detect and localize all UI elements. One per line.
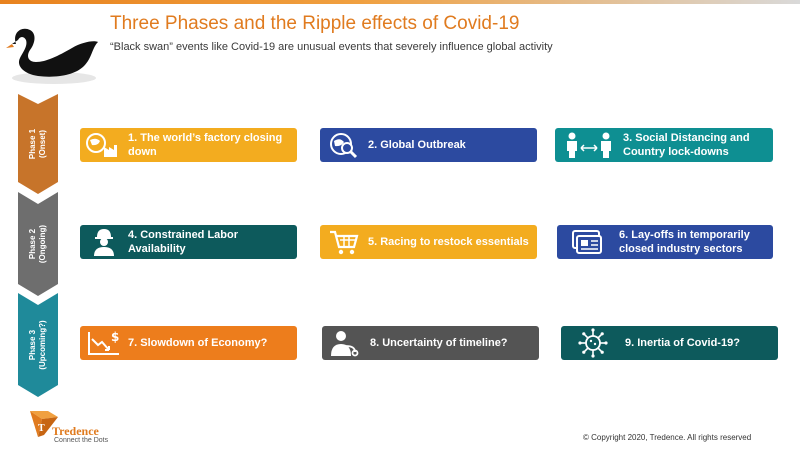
- tredence-logo-icon: T: [30, 411, 58, 437]
- declining-chart-icon: $: [80, 326, 128, 360]
- effect-card-8-label: 8. Uncertainty of timeline?: [370, 337, 508, 349]
- effect-card-1: 1. The world’s factory closing down: [80, 128, 297, 162]
- effect-card-2-label: 2. Global Outbreak: [368, 139, 466, 151]
- effect-card-3-label: 3. Social Distancing and Country lock-do…: [623, 132, 750, 158]
- phase-1-arrow: Phase 1 (Onset): [18, 94, 58, 194]
- worker-icon: [80, 225, 128, 259]
- copyright-text: © Copyright 2020, Tredence. All rights r…: [583, 433, 752, 442]
- virus-icon: [561, 326, 625, 360]
- phase-2-label: Phase 2 (Ongoing): [28, 224, 47, 264]
- page-subtitle: “Black swan” events like Covid-19 are un…: [110, 41, 553, 53]
- doctor-icon: [322, 326, 370, 360]
- top-accent-bar: [0, 0, 800, 4]
- effect-card-7-label: 7. Slowdown of Economy?: [128, 337, 268, 349]
- factory-globe-icon: [80, 128, 128, 162]
- phase-3-arrow: Phase 3 (Upcoming?): [18, 293, 58, 397]
- shopping-cart-icon: [320, 225, 368, 259]
- svg-text:T: T: [38, 423, 45, 434]
- social-distance-icon: [555, 128, 623, 162]
- effect-card-5: 5. Racing to restock essentials: [320, 225, 537, 259]
- effect-card-4: 4. Constrained Labor Availability: [80, 225, 297, 259]
- effect-card-2: 2. Global Outbreak: [320, 128, 537, 162]
- svg-text:$: $: [111, 330, 119, 344]
- phase-3-label: Phase 3 (Upcoming?): [28, 320, 47, 370]
- effect-card-6: 6. Lay-offs in temporarily closed indust…: [557, 225, 773, 259]
- globe-magnifier-icon: [320, 128, 368, 162]
- effect-card-5-label: 5. Racing to restock essentials: [368, 236, 529, 248]
- phase-2-arrow: Phase 2 (Ongoing): [18, 192, 58, 296]
- effect-card-6-label: 6. Lay-offs in temporarily closed indust…: [619, 229, 750, 255]
- effect-card-9: 9. Inertia of Covid-19?: [561, 326, 778, 360]
- effect-card-8: 8. Uncertainty of timeline?: [322, 326, 539, 360]
- black-swan-icon: [6, 28, 98, 84]
- brand-tagline: Connect the Dots: [54, 437, 109, 444]
- effect-card-3: 3. Social Distancing and Country lock-do…: [555, 128, 773, 162]
- brand-name: Tredence: [52, 424, 99, 438]
- id-card-icon: [557, 225, 619, 259]
- page-title: Three Phases and the Ripple effects of C…: [110, 13, 520, 34]
- phase-1-label: Phase 1 (Onset): [28, 128, 47, 160]
- effect-card-1-label: 1. The world’s factory closing down: [128, 132, 283, 158]
- effect-card-9-label: 9. Inertia of Covid-19?: [625, 337, 740, 349]
- effect-card-4-label: 4. Constrained Labor Availability: [128, 229, 239, 255]
- effect-card-7: $ 7. Slowdown of Economy?: [80, 326, 297, 360]
